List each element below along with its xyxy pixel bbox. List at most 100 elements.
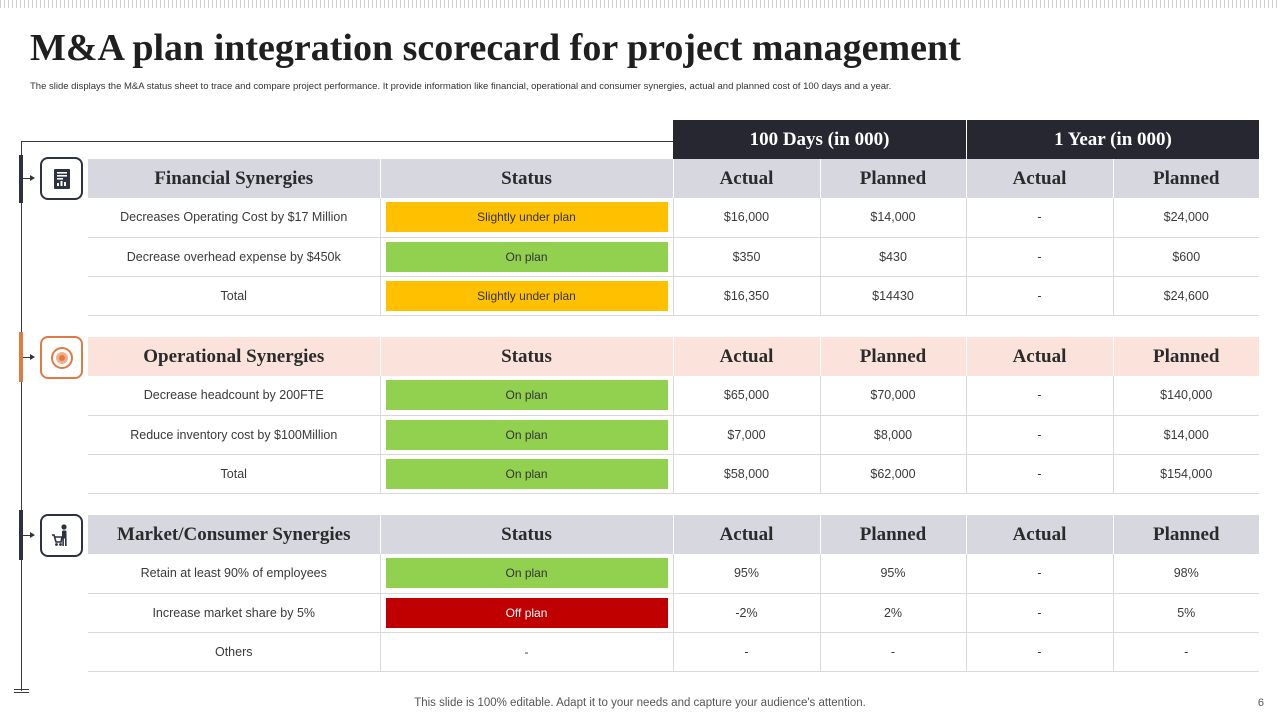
status-badge: On plan: [385, 419, 668, 450]
actual-1-year-value: -: [966, 554, 1114, 594]
market-consumer-synergies-table: Market/Consumer Synergies Status Actual Pla…: [88, 515, 1259, 672]
section-arrow-head: [30, 532, 35, 538]
timeline-base-mark: [14, 689, 29, 690]
top-decorative-stripe: [0, 0, 1280, 8]
status-cell: On plan: [380, 415, 674, 455]
table-row: Decrease headcount by 200FTE On plan $65,0…: [88, 376, 1259, 416]
table-row: Total On plan $58,000 $62,000- $154,000: [88, 454, 1259, 494]
table-row: Total Slightly under plan $16,350 $14430- $2…: [88, 276, 1259, 316]
planned-100-days-header: Planned: [820, 337, 967, 376]
actual-100-days-value: -2%: [673, 593, 821, 633]
section-arrow-line: [23, 178, 31, 179]
table-header-row: Market/Consumer Synergies Status Actual Pla…: [88, 515, 1259, 554]
metric-label: Others: [88, 632, 381, 672]
actual-100-days-value: $350: [673, 237, 821, 277]
financial-synergies-table: Financial Synergies Status Actual Planned Ac…: [88, 159, 1259, 316]
status-cell: -: [380, 632, 674, 672]
section-marker-bar: [19, 332, 23, 382]
planned-1-year-value: $24,000: [1113, 198, 1259, 238]
planned-1-year-value: $154,000: [1113, 454, 1259, 494]
actual-1-year-header: Actual: [966, 515, 1114, 554]
planned-1-year-value: $14,000: [1113, 415, 1259, 455]
timeline-base-mark: [14, 692, 29, 693]
planned-100-days-header: Planned: [820, 159, 967, 198]
status-cell: On plan: [380, 376, 674, 416]
metric-label: Decrease headcount by 200FTE: [88, 376, 381, 416]
actual-100-days-value: $7,000: [673, 415, 821, 455]
status-cell: On plan: [380, 454, 674, 494]
planned-1-year-header: Planned: [1113, 337, 1259, 376]
section-arrow-line: [23, 535, 31, 536]
actual-1-year-value: -: [966, 593, 1114, 633]
status-header: Status: [380, 515, 674, 554]
table-row: Decrease overhead expense by $450k On pla…: [88, 237, 1259, 277]
status-cell: Slightly under plan: [380, 276, 674, 316]
metric-label: Increase market share by 5%: [88, 593, 381, 633]
status-badge: On plan: [385, 380, 668, 411]
section-title-header: Financial Synergies: [88, 159, 381, 198]
actual-100-days-value: $65,000: [673, 376, 821, 416]
status-badge: -: [524, 644, 529, 659]
actual-100-days-value: 95%: [673, 554, 821, 594]
actual-100-days-header: Actual: [673, 515, 821, 554]
actual-100-days-value: $16,000: [673, 198, 821, 238]
actual-100-days-header: Actual: [673, 337, 821, 376]
operational-synergies-table: Operational Synergies Status Actual Planned…: [88, 337, 1259, 494]
table-row: Increase market share by 5% Off plan -2% 2%…: [88, 593, 1259, 633]
planned-100-days-value: 2%: [820, 593, 967, 633]
financial-report-icon: [40, 157, 83, 200]
slide-subtitle: The slide displays the M&A status sheet …: [30, 81, 892, 92]
metric-label: Reduce inventory cost by $100Million: [88, 415, 381, 455]
slide-title: M&A plan integration scorecard for proje…: [30, 27, 961, 69]
planned-100-days-value: -: [820, 632, 967, 672]
planned-100-days-value: $62,000: [820, 454, 967, 494]
actual-1-year-value: -: [966, 376, 1114, 416]
planned-100-days-value: $70,000: [820, 376, 967, 416]
status-cell: On plan: [380, 554, 674, 594]
actual-1-year-value: -: [966, 237, 1114, 277]
actual-100-days-header: Actual: [673, 159, 821, 198]
status-header: Status: [380, 159, 674, 198]
operations-target-icon: [40, 336, 83, 379]
section-arrow-head: [30, 354, 35, 360]
section-marker-bar: [19, 510, 23, 560]
table-row: Others - - - - -: [88, 632, 1259, 672]
timeline-vertical-line: [21, 141, 22, 691]
planned-1-year-value: 5%: [1113, 593, 1259, 633]
planned-100-days-value: $14430: [820, 276, 967, 316]
planned-1-year-value: 98%: [1113, 554, 1259, 594]
actual-1-year-header: Actual: [966, 337, 1114, 376]
metric-label: Decreases Operating Cost by $17 Million: [88, 198, 381, 238]
table-row: Decreases Operating Cost by $17 Million S…: [88, 198, 1259, 238]
status-badge: On plan: [385, 458, 668, 489]
actual-1-year-value: -: [966, 198, 1114, 238]
period-header-1-year: 1 Year (in 000): [967, 120, 1259, 159]
slide-footer: This slide is 100% editable. Adapt it to…: [414, 697, 866, 709]
planned-100-days-value: 95%: [820, 554, 967, 594]
actual-1-year-value: -: [966, 276, 1114, 316]
status-badge: On plan: [385, 241, 668, 272]
planned-1-year-value: $140,000: [1113, 376, 1259, 416]
status-cell: On plan: [380, 237, 674, 277]
status-badge: Slightly under plan: [385, 280, 668, 311]
status-cell: Off plan: [380, 593, 674, 633]
planned-100-days-value: $14,000: [820, 198, 967, 238]
planned-1-year-header: Planned: [1113, 159, 1259, 198]
planned-1-year-value: -: [1113, 632, 1259, 672]
section-title-header: Market/Consumer Synergies: [88, 515, 381, 554]
actual-1-year-value: -: [966, 415, 1114, 455]
timeline-top-line: [21, 141, 673, 142]
actual-1-year-value: -: [966, 454, 1114, 494]
metric-label: Decrease overhead expense by $450k: [88, 237, 381, 277]
planned-1-year-value: $24,600: [1113, 276, 1259, 316]
table-header-row: Operational Synergies Status Actual Planned…: [88, 337, 1259, 376]
actual-100-days-value: -: [673, 632, 821, 672]
actual-1-year-value: -: [966, 632, 1114, 672]
actual-1-year-header: Actual: [966, 159, 1114, 198]
planned-100-days-value: $430: [820, 237, 967, 277]
shopping-consumer-icon: [40, 514, 83, 557]
metric-label: Retain at least 90% of employees: [88, 554, 381, 594]
table-row: Reduce inventory cost by $100Million On p…: [88, 415, 1259, 455]
metric-label: Total: [88, 276, 381, 316]
planned-100-days-value: $8,000: [820, 415, 967, 455]
